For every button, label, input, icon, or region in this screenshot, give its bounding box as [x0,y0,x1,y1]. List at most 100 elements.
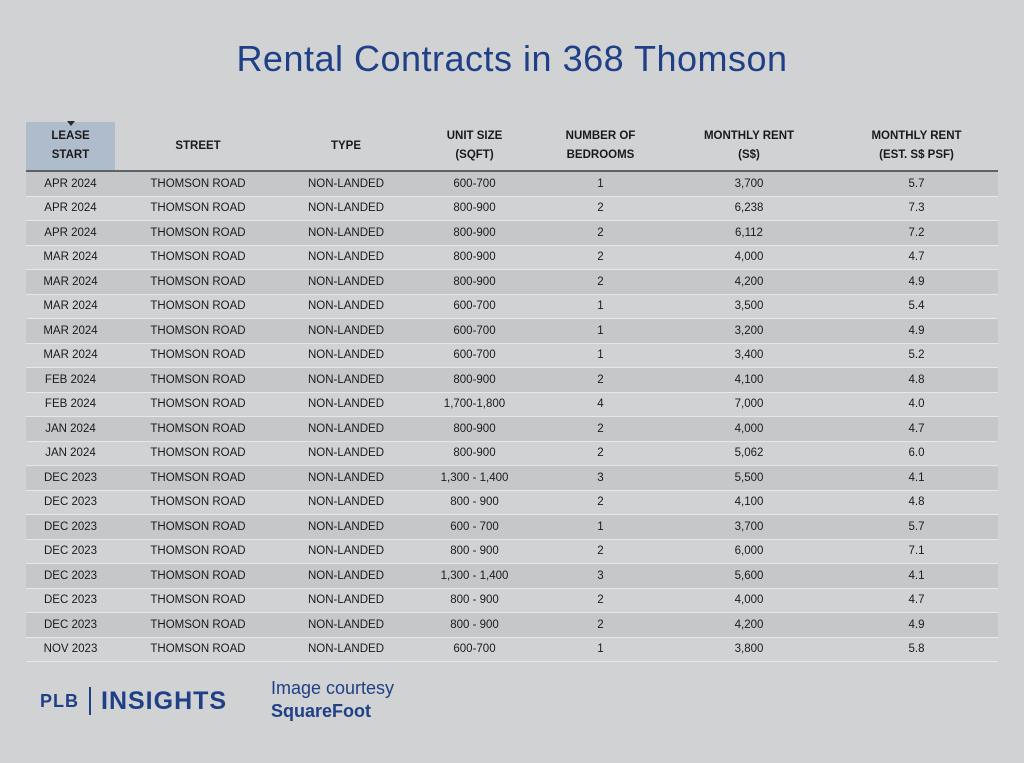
column-header-street[interactable]: STREET [115,122,281,172]
column-header-monthly-rent[interactable]: MONTHLY RENT (S$) [663,122,835,172]
logo-insights-text: INSIGHTS [101,686,228,715]
page-title: Rental Contracts in 368 Thomson [236,38,788,79]
column-header-type[interactable]: TYPE [281,122,411,172]
table-row: DEC 2023 THOMSON ROAD NON-LANDED 800 - 900 2… [26,588,998,613]
cell-type: NON-LANDED [281,490,411,515]
cell-bedrooms: 1 [538,294,663,319]
cell-rent-psf: 4.7 [835,245,998,270]
cell-unit-size: 800-900 [411,367,538,393]
table-row: DEC 2023 THOMSON ROAD NON-LANDED 800 - 900 2… [26,612,998,638]
cell-rent-psf: 4.9 [835,612,998,638]
cell-street: THOMSON ROAD [115,588,281,613]
cell-bedrooms: 3 [538,563,663,589]
column-header-line1: TYPE [330,139,362,152]
cell-monthly-rent: 3,500 [663,294,835,319]
cell-street: THOMSON ROAD [115,490,281,515]
cell-rent-psf: 4.9 [835,269,998,295]
cell-lease-start: DEC 2023 [26,514,115,540]
cell-street: THOMSON ROAD [115,343,281,368]
rental-contracts-table: LEASE START STREET TYPE UNIT SIZE (SQFT)… [26,121,998,662]
table-row: MAR 2024 THOMSON ROAD NON-LANDED 600-700 1 3,… [26,294,998,319]
column-header-line1: STREET [175,139,221,152]
column-header-line1: UNIT SIZE [446,130,503,142]
cell-unit-size: 800 - 900 [411,588,538,613]
cell-bedrooms: 2 [538,269,663,295]
cell-unit-size: 1,700-1,800 [411,392,538,417]
cell-rent-psf: 7.3 [835,196,998,221]
cell-monthly-rent: 6,112 [663,220,835,246]
cell-monthly-rent: 3,800 [663,637,835,662]
courtesy-source: SquareFoot [271,701,372,721]
cell-monthly-rent: 4,000 [663,245,835,270]
cell-street: THOMSON ROAD [115,539,281,564]
courtesy-label: Image courtesy [271,678,395,698]
cell-rent-psf: 4.1 [835,563,998,589]
table-row: DEC 2023 THOMSON ROAD NON-LANDED 1,300 - 1,… [26,563,998,589]
column-header-line2: START [51,149,90,161]
column-header-lease-start[interactable]: LEASE START [26,121,115,172]
cell-rent-psf: 5.8 [835,637,998,662]
cell-rent-psf: 4.7 [835,416,998,442]
cell-unit-size: 600-700 [411,318,538,344]
cell-type: NON-LANDED [281,392,411,417]
cell-bedrooms: 2 [538,416,663,442]
cell-type: NON-LANDED [281,441,411,466]
cell-lease-start: FEB 2024 [26,367,115,393]
column-header-monthly-rent-psf[interactable]: MONTHLY RENT (EST. S$ PSF) [835,122,998,172]
cell-type: NON-LANDED [281,539,411,564]
cell-lease-start: MAR 2024 [26,343,115,368]
cell-street: THOMSON ROAD [115,416,281,442]
cell-unit-size: 800-900 [411,416,538,442]
cell-bedrooms: 3 [538,465,663,491]
cell-street: THOMSON ROAD [115,612,281,638]
table-row: APR 2024 THOMSON ROAD NON-LANDED 600-700 1 3,… [26,171,998,197]
cell-type: NON-LANDED [281,294,411,319]
cell-rent-psf: 5.7 [835,514,998,540]
column-header-unit-size[interactable]: UNIT SIZE (SQFT) [411,122,538,172]
cell-lease-start: DEC 2023 [26,612,115,638]
cell-type: NON-LANDED [281,343,411,368]
logo-plb-text: PLB [40,690,79,711]
cell-monthly-rent: 4,100 [663,490,835,515]
table-row: MAR 2024 THOMSON ROAD NON-LANDED 800-900 2 4,… [26,245,998,270]
cell-lease-start: NOV 2023 [26,637,115,662]
table-row: DEC 2023 THOMSON ROAD NON-LANDED 800 - 900 2… [26,539,998,564]
rental-contracts-table-container: LEASE START STREET TYPE UNIT SIZE (SQFT)… [26,121,998,662]
cell-bedrooms: 2 [538,612,663,638]
cell-type: NON-LANDED [281,563,411,589]
column-header-bedrooms[interactable]: NUMBER OF BEDROOMS [538,122,663,172]
cell-monthly-rent: 5,600 [663,563,835,589]
column-header-line1: MONTHLY RENT [871,130,962,142]
cell-street: THOMSON ROAD [115,171,281,197]
table-row: DEC 2023 THOMSON ROAD NON-LANDED 1,300 - 1,… [26,465,998,491]
column-header-line1: LEASE [51,130,90,142]
cell-lease-start: MAR 2024 [26,269,115,295]
cell-bedrooms: 2 [538,220,663,246]
cell-lease-start: JAN 2024 [26,441,115,466]
cell-monthly-rent: 3,700 [663,514,835,540]
cell-rent-psf: 7.2 [835,220,998,246]
cell-rent-psf: 4.1 [835,465,998,491]
cell-street: THOMSON ROAD [115,465,281,491]
cell-type: NON-LANDED [281,514,411,540]
cell-type: NON-LANDED [281,588,411,613]
cell-lease-start: FEB 2024 [26,392,115,417]
cell-street: THOMSON ROAD [115,514,281,540]
cell-street: THOMSON ROAD [115,441,281,466]
cell-unit-size: 800 - 900 [411,490,538,515]
cell-type: NON-LANDED [281,637,411,662]
table-row: APR 2024 THOMSON ROAD NON-LANDED 800-900 2 6,… [26,220,998,246]
table-row: MAR 2024 THOMSON ROAD NON-LANDED 600-700 1 3,… [26,318,998,344]
cell-street: THOMSON ROAD [115,269,281,295]
cell-monthly-rent: 5,062 [663,441,835,466]
cell-lease-start: MAR 2024 [26,318,115,344]
cell-street: THOMSON ROAD [115,392,281,417]
cell-lease-start: DEC 2023 [26,490,115,515]
cell-monthly-rent: 4,000 [663,416,835,442]
cell-bedrooms: 2 [538,196,663,221]
plb-insights-logo: PLB INSIGHTS [40,684,227,718]
cell-bedrooms: 2 [538,490,663,515]
cell-monthly-rent: 7,000 [663,392,835,417]
cell-rent-psf: 4.8 [835,367,998,393]
cell-type: NON-LANDED [281,318,411,344]
